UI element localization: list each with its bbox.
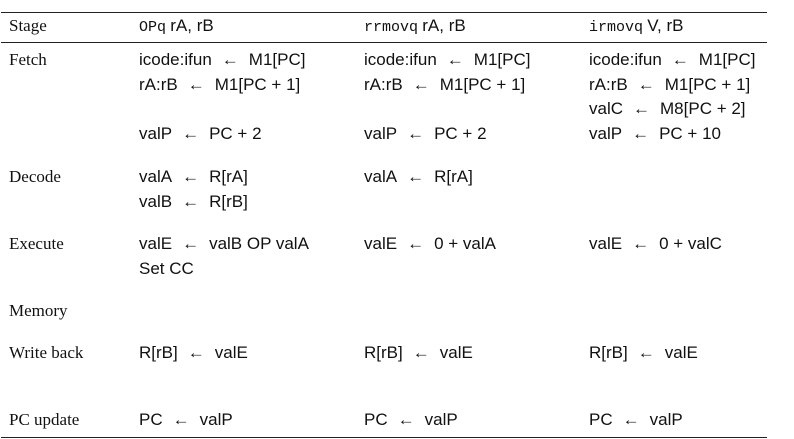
header-opq: OPq rA, rB [139, 16, 214, 38]
header-irmovq-operands: V, rB [647, 16, 684, 35]
assignment-line: PC ← valP [364, 410, 458, 429]
pcupdate-irmovq-cell: PC ← valP [589, 410, 683, 435]
assignment-line: icode:ifun ← M1[PC] [139, 50, 306, 69]
writeback-opq-cell: R[rB] ← valE [139, 343, 248, 368]
pcupdate-opq-cell: PC ← valP [139, 410, 233, 435]
assignment-line: valE ← valB OP valA [139, 234, 309, 253]
fetch-irmovq-cell: icode:ifun ← M1[PC] rA:rB ← M1[PC + 1] valC ←… [589, 50, 755, 148]
assignment-line: icode:ifun ← M1[PC] [364, 50, 531, 69]
stage-memory: Memory [9, 301, 68, 320]
header-rrmovq-operands: rA, rB [422, 16, 466, 35]
stage-fetch: Fetch [9, 50, 47, 69]
header-opq-operands: rA, rB [170, 16, 214, 35]
assignment-line: PC ← valP [589, 410, 683, 429]
decode-opq-cell: valA ← R[rA] valB ← R[rB] [139, 167, 248, 216]
pcupdate-rrmovq-cell: PC ← valP [364, 410, 458, 435]
assignment-line: valA ← R[rA] [364, 167, 473, 186]
stage-decode: Decode [9, 167, 61, 186]
set-cc-line: Set CC [139, 258, 194, 278]
fetch-opq-cell: icode:ifun ← M1[PC] rA:rB ← M1[PC + 1] valP ←… [139, 50, 305, 148]
blank-line [364, 99, 530, 124]
table-header-rule [1, 42, 767, 43]
stage-execute: Execute [9, 234, 64, 253]
writeback-irmovq-cell: R[rB] ← valE [589, 343, 698, 368]
header-opq-mnemonic: OPq [139, 19, 167, 36]
execute-irmovq-cell: valE ← 0 + valC [589, 234, 722, 259]
assignment-line: rA:rB ← M1[PC + 1] [589, 74, 751, 94]
decode-rrmovq-cell: valA ← R[rA] [364, 167, 473, 192]
assignment-line: valB ← R[rB] [139, 191, 248, 211]
assignment-line: valA ← R[rA] [139, 167, 248, 186]
assignment-line: icode:ifun ← M1[PC] [589, 50, 756, 69]
assignment-line: R[rB] ← valE [589, 343, 698, 362]
header-rrmovq-mnemonic: rrmovq [364, 19, 419, 36]
assignment-line: valE ← 0 + valA [364, 234, 496, 253]
writeback-rrmovq-cell: R[rB] ← valE [364, 343, 473, 368]
assignment-line: valC ← M8[PC + 2] [589, 99, 746, 118]
assignment-line: R[rB] ← valE [139, 343, 248, 362]
assignment-line: rA:rB ← M1[PC + 1] [139, 74, 301, 94]
assignment-line: valP ← PC + 10 [589, 123, 721, 143]
header-stage: Stage [9, 16, 47, 35]
stage-writeback: Write back [9, 343, 84, 362]
header-rrmovq: rrmovq rA, rB [364, 16, 466, 38]
header-irmovq-mnemonic: irmovq [589, 19, 644, 36]
assignment-line: PC ← valP [139, 410, 233, 429]
assignment-line: R[rB] ← valE [364, 343, 473, 362]
header-irmovq: irmovq V, rB [589, 16, 684, 38]
table-bottom-rule [1, 437, 767, 438]
assignment-line: rA:rB ← M1[PC + 1] [364, 74, 526, 94]
blank-line [139, 99, 305, 124]
assignment-line: valE ← 0 + valC [589, 234, 722, 253]
assignment-line: valP ← PC + 2 [139, 123, 262, 143]
assignment-line: valP ← PC + 2 [364, 123, 487, 143]
fetch-rrmovq-cell: icode:ifun ← M1[PC] rA:rB ← M1[PC + 1] valP ←… [364, 50, 530, 148]
execute-rrmovq-cell: valE ← 0 + valA [364, 234, 496, 259]
execute-opq-cell: valE ← valB OP valA Set CC [139, 234, 309, 283]
stage-pcupdate: PC update [9, 410, 80, 429]
table-top-rule [1, 12, 767, 13]
